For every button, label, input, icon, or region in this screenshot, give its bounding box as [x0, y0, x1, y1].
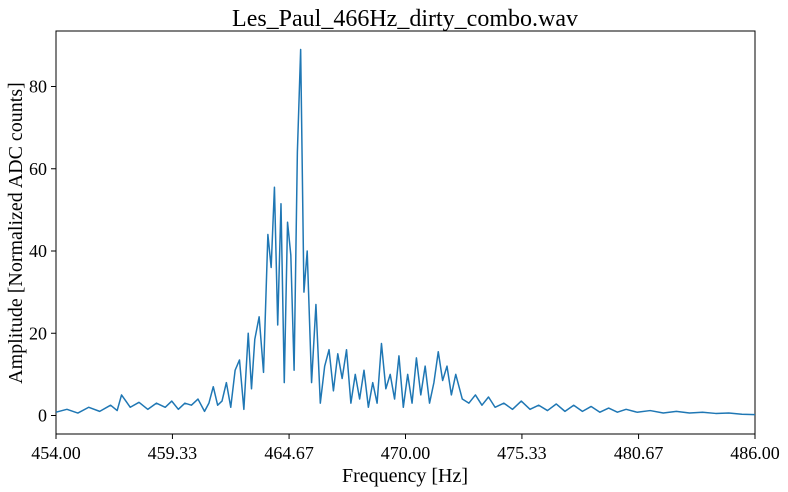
series-line [55, 48, 756, 416]
x-tick-label: 475.33 [497, 443, 547, 463]
y-axis: 0 20 40 60 80 [29, 77, 56, 425]
x-tick-label: 459.33 [148, 443, 198, 463]
x-tick-label: 470.00 [381, 443, 431, 463]
x-axis: 454.00 459.33 464.67 470.00 475.33 480.67 486.… [31, 434, 780, 463]
y-tick-label: 80 [29, 77, 47, 97]
x-tick-label: 486.00 [730, 443, 780, 463]
x-tick-label: 464.67 [264, 443, 314, 463]
x-tick-label: 480.67 [614, 443, 664, 463]
y-tick-label: 60 [29, 159, 47, 179]
y-tick-label: 0 [38, 405, 47, 425]
y-tick-label: 20 [29, 323, 47, 343]
x-axis-label: Frequency [Hz] [342, 465, 468, 487]
y-tick-label: 40 [29, 241, 47, 261]
x-tick-label: 454.00 [31, 443, 81, 463]
chart-title: Les_Paul_466Hz_dirty_combo.wav [232, 6, 578, 32]
y-axis-label: Amplitude [Normalized ADC counts] [5, 82, 27, 384]
